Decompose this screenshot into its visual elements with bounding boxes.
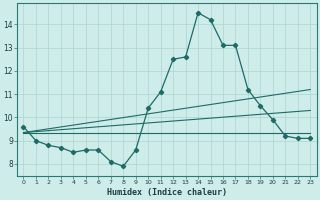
X-axis label: Humidex (Indice chaleur): Humidex (Indice chaleur) (107, 188, 227, 197)
